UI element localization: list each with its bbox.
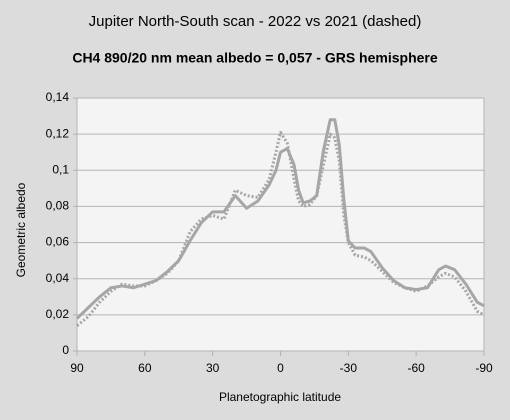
- x-tick-label: 30: [206, 361, 220, 375]
- x-tick-label: 60: [138, 361, 152, 375]
- y-tick-label: 0,02: [46, 307, 70, 321]
- series-line: [76, 130, 485, 327]
- chart-subtitle: CH4 890/20 nm mean albedo = 0,057 - GRS …: [72, 50, 438, 66]
- y-tick-label: 0,1: [52, 162, 69, 176]
- x-tick-label: -90: [475, 361, 493, 375]
- plot-area: [76, 97, 485, 352]
- y-tick-label: 0,08: [46, 199, 70, 213]
- y-tick-label: 0: [62, 343, 69, 357]
- y-tick-label: 0,04: [46, 271, 70, 285]
- x-tick-label: 90: [70, 361, 84, 375]
- x-tick-label: -60: [407, 361, 425, 375]
- x-tick-label: -30: [340, 361, 358, 375]
- x-tick-label: 0: [277, 361, 284, 375]
- y-tick-label: 0,06: [46, 235, 70, 249]
- x-axis-label: Planetographic latitude: [219, 390, 341, 404]
- y-tick-label: 0,14: [46, 90, 70, 104]
- y-tick-label: 0,12: [46, 126, 70, 140]
- chart-title: Jupiter North-South scan - 2022 vs 2021 …: [89, 13, 422, 30]
- y-axis-label: Geometric albedo: [14, 182, 28, 277]
